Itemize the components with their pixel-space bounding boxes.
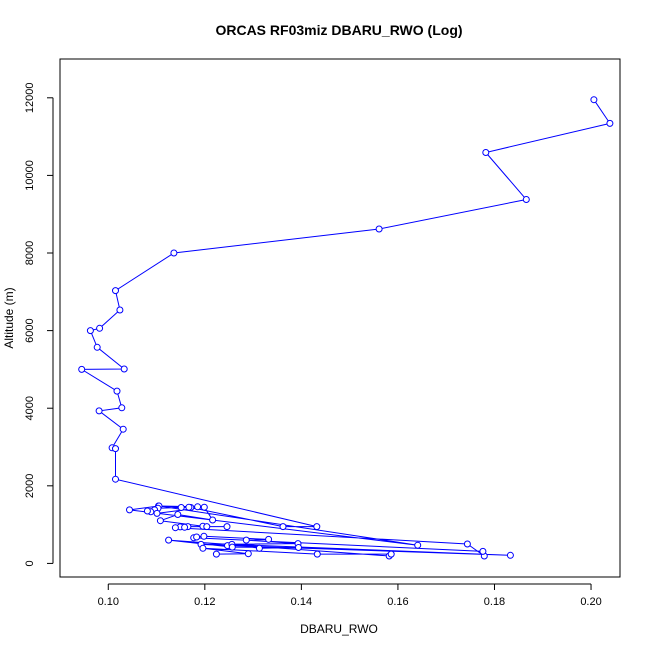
data-point bbox=[199, 544, 207, 552]
data-point bbox=[375, 225, 383, 233]
data-point bbox=[86, 327, 94, 335]
data-point bbox=[209, 516, 217, 524]
series-layer bbox=[78, 96, 614, 560]
data-point bbox=[120, 365, 128, 373]
data-point bbox=[156, 517, 164, 525]
data-point bbox=[165, 536, 173, 544]
y-tick-label: 8000 bbox=[24, 241, 36, 265]
x-tick-label: 0.20 bbox=[580, 596, 601, 608]
data-point bbox=[313, 523, 321, 531]
data-point bbox=[177, 504, 185, 511]
data-point bbox=[112, 287, 119, 295]
x-tick-label: 0.10 bbox=[98, 596, 119, 608]
data-point bbox=[200, 532, 208, 540]
x-tick-label: 0.14 bbox=[291, 596, 312, 608]
data-point bbox=[194, 503, 202, 511]
data-point bbox=[228, 543, 236, 551]
plot-area-frame bbox=[59, 58, 621, 578]
x-tick-label: 0.18 bbox=[484, 596, 505, 608]
y-tick-label: 4000 bbox=[24, 396, 36, 420]
data-point bbox=[96, 324, 104, 332]
data-point bbox=[203, 523, 211, 531]
data-point bbox=[113, 387, 121, 395]
y-tick-label: 6000 bbox=[24, 318, 36, 342]
x-axis-label: DBARU_RWO bbox=[300, 622, 378, 636]
data-point bbox=[185, 503, 193, 511]
chart-title: ORCAS RF03miz DBARU_RWO (Log) bbox=[215, 22, 462, 38]
series-line bbox=[79, 99, 611, 558]
data-point bbox=[295, 544, 302, 551]
y-tick-label: 2000 bbox=[24, 474, 36, 498]
data-point bbox=[78, 365, 86, 373]
data-point bbox=[387, 550, 395, 558]
data-point bbox=[181, 523, 189, 531]
data-point bbox=[255, 544, 263, 552]
data-point bbox=[279, 523, 287, 531]
data-point bbox=[112, 445, 119, 453]
data-point bbox=[313, 550, 321, 558]
data-point bbox=[242, 536, 250, 544]
x-tick-label: 0.16 bbox=[387, 596, 408, 608]
data-point bbox=[590, 96, 598, 104]
data-point bbox=[506, 551, 514, 559]
data-point bbox=[265, 535, 273, 543]
data-point bbox=[116, 306, 124, 314]
y-tick-label: 12000 bbox=[24, 83, 36, 114]
data-point bbox=[212, 550, 220, 558]
x-axis: 0.10 0.12 0.14 0.16 0.18 0.20 bbox=[98, 583, 602, 608]
data-point bbox=[463, 540, 471, 548]
data-point bbox=[112, 475, 119, 483]
data-point bbox=[606, 119, 614, 127]
data-point bbox=[244, 550, 252, 558]
data-point bbox=[174, 511, 182, 518]
data-point bbox=[522, 196, 530, 203]
x-tick-label: 0.12 bbox=[194, 596, 215, 608]
data-point bbox=[95, 407, 103, 415]
data-point bbox=[482, 149, 490, 156]
data-point bbox=[170, 249, 178, 257]
data-point bbox=[126, 506, 133, 514]
data-point bbox=[193, 533, 201, 541]
y-tick-label: 10000 bbox=[24, 160, 36, 191]
data-point bbox=[479, 547, 487, 555]
data-point bbox=[171, 524, 179, 532]
y-axis: 0 2000 4000 6000 8000 10000 12000 bbox=[24, 83, 54, 566]
data-point bbox=[200, 503, 208, 511]
y-axis-label: Altitude (m) bbox=[2, 287, 16, 348]
data-point bbox=[118, 404, 126, 412]
data-point bbox=[223, 523, 231, 531]
data-point bbox=[414, 541, 422, 549]
data-point bbox=[143, 507, 151, 515]
data-point bbox=[93, 343, 101, 351]
data-point bbox=[119, 425, 127, 433]
data-point bbox=[153, 509, 161, 517]
y-tick-label: 0 bbox=[24, 560, 36, 566]
